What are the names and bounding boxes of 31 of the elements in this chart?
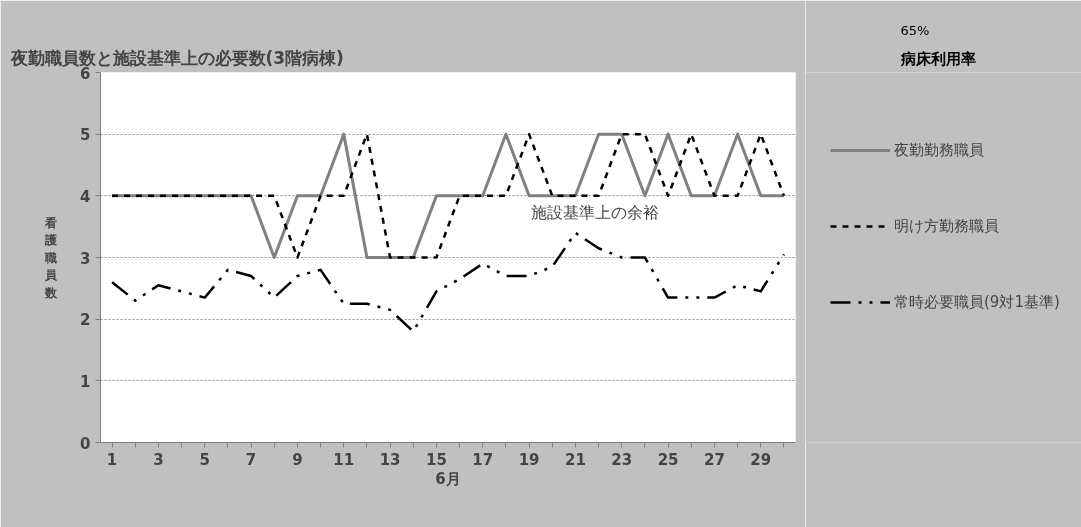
x-tick-label: 13 [379, 450, 401, 469]
y-tick-label: 5 [80, 126, 91, 145]
x-tick-label: 27 [703, 450, 725, 469]
x-tick-label: 5 [199, 450, 210, 469]
x-tick-label: 9 [292, 450, 303, 469]
x-tick-label: 21 [564, 450, 586, 469]
annotation: 施設基準上の余裕 [531, 203, 660, 222]
x-tick-label: 29 [750, 450, 772, 469]
x-tick-label: 11 [333, 450, 355, 469]
x-tick-label: 3 [153, 450, 164, 469]
y-tick-label: 2 [80, 311, 91, 330]
y-tick-label: 0 [80, 434, 91, 453]
y-tick-label: 3 [80, 249, 91, 268]
x-axis-title: 6月 [435, 469, 461, 488]
y-tick-label: 4 [80, 187, 91, 206]
x-tick-label: 25 [657, 450, 679, 469]
x-tick-label: 1 [106, 450, 118, 469]
legend-label: 常時必要職員(9対1基準) [894, 292, 1060, 312]
x-tick-label: 15 [425, 450, 447, 469]
legend-label: 明け方勤務職員 [894, 216, 999, 236]
text: 65% [900, 22, 930, 38]
chart-title: 夜勤職員数と施設基準上の必要数(3階病棟) [9, 47, 344, 68]
x-tick-label: 17 [472, 450, 494, 469]
x-tick-label: 23 [611, 450, 633, 469]
x-tick-label: 19 [518, 450, 540, 469]
x-tick-label: 7 [245, 450, 257, 469]
text: 病床利用率 [899, 49, 976, 68]
y-axis-title: 看護職員数 [44, 215, 59, 300]
legend-label: 夜勤勤務職員 [894, 140, 984, 160]
y-tick-label: 1 [80, 372, 91, 391]
line-series [110, 231, 786, 333]
